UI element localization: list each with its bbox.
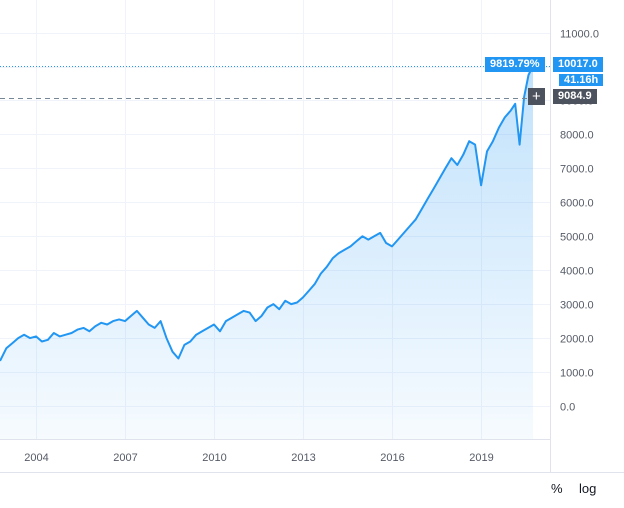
- y-tick-label: 4000.0: [560, 266, 594, 278]
- percent-scale-button[interactable]: %: [551, 481, 563, 496]
- log-scale-button[interactable]: log: [579, 481, 597, 496]
- x-tick-label: 2004: [24, 452, 48, 464]
- x-tick-label: 2010: [202, 452, 226, 464]
- y-tick-label: 1000.0: [560, 368, 594, 380]
- x-tick-label: 2016: [380, 452, 404, 464]
- y-tick-label: 6000.0: [560, 198, 594, 210]
- y-tick-label: 5000.0: [560, 232, 594, 244]
- area-fill: [0, 65, 533, 439]
- y-tick-label: 3000.0: [560, 300, 594, 312]
- series-line: [0, 65, 534, 362]
- y-tick-label: 7000.0: [560, 164, 594, 176]
- level-lines: [0, 66, 550, 99]
- crosshair-value-tag: 9084.9: [553, 89, 597, 104]
- countdown-tag: 41.16h: [559, 74, 604, 86]
- price-axis[interactable]: 11000.010000.09000.08000.07000.06000.050…: [560, 29, 600, 414]
- y-tick-label: 11000.0: [560, 29, 599, 41]
- current-value-tag: 10017.0: [553, 57, 603, 72]
- price-area: [0, 65, 533, 439]
- y-tick-label: 8000.0: [560, 130, 594, 142]
- crosshair-plus-button[interactable]: +: [528, 88, 545, 105]
- price-line: [0, 65, 534, 362]
- x-tick-label: 2019: [469, 452, 493, 464]
- time-axis[interactable]: 2004 2007 2010 2013 2016 2019: [24, 452, 493, 464]
- bottom-toolbar: % log: [0, 472, 624, 508]
- current-percent-tag: 9819.79%: [485, 57, 545, 72]
- y-tick-label: 0.0: [560, 402, 575, 414]
- x-tick-label: 2013: [291, 452, 315, 464]
- y-tick-label: 2000.0: [560, 334, 594, 346]
- x-tick-label: 2007: [113, 452, 137, 464]
